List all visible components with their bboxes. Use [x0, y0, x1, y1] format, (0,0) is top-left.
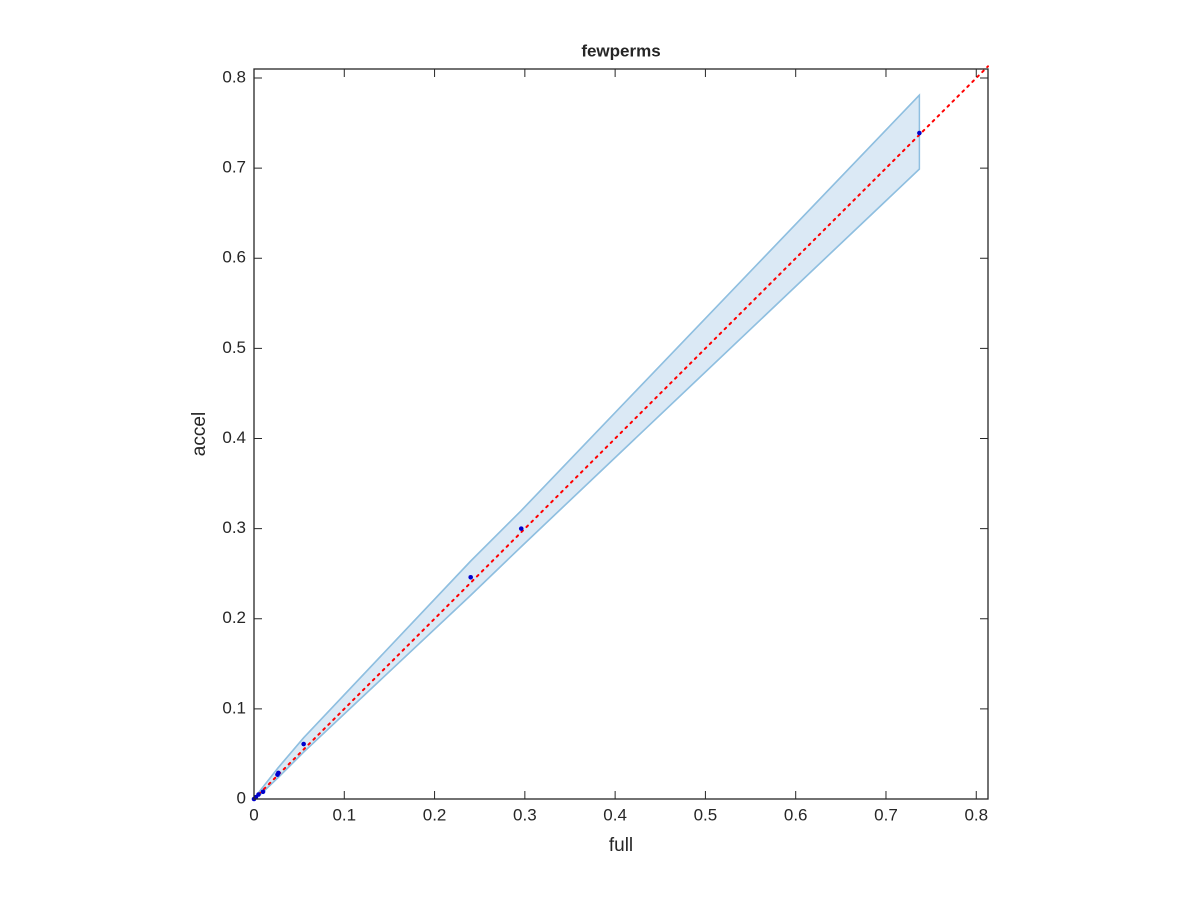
x-tick-label: 0.6 — [784, 805, 808, 824]
y-tick-label: 0.8 — [222, 67, 246, 86]
point — [260, 789, 266, 795]
point — [276, 770, 281, 776]
y-tick-label: 0.6 — [222, 248, 246, 267]
chart-title: fewperms — [581, 41, 660, 60]
x-tick-label: 0.7 — [874, 805, 898, 824]
y-tick-label: 0.7 — [222, 158, 246, 177]
reference-line — [253, 65, 989, 800]
y-tick-label: 0.4 — [222, 428, 246, 447]
y-tick-label: 0 — [237, 788, 246, 807]
point — [518, 526, 524, 531]
y-tick-label: 0.2 — [222, 608, 246, 627]
y-tick-label: 0.3 — [222, 518, 246, 537]
x-tick-label: 0.8 — [964, 805, 988, 824]
point — [468, 574, 473, 580]
x-axis-label: full — [609, 835, 633, 856]
y-tick-label: 0.5 — [222, 338, 246, 357]
x-tick-label: 0.4 — [603, 805, 627, 824]
point — [256, 792, 261, 797]
y-axis-label: accel — [189, 412, 210, 456]
x-tick-label: 0.5 — [694, 805, 718, 824]
point — [301, 741, 306, 747]
x-tick-label: 0.1 — [332, 805, 356, 824]
x-tick-label: 0.3 — [513, 805, 537, 824]
y-tick-label: 0.1 — [222, 698, 246, 717]
x-tick-label: 0 — [249, 805, 258, 824]
point — [917, 130, 922, 136]
axes-box — [253, 68, 989, 800]
x-tick-label: 0.2 — [423, 805, 447, 824]
